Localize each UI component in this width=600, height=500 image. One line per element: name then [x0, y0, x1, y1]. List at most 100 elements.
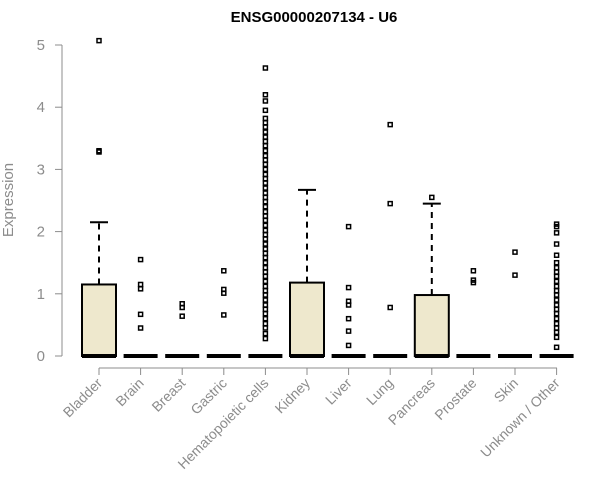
outlier-point [262, 278, 269, 285]
outlier-point [553, 283, 560, 290]
outlier-point [553, 259, 560, 266]
box-group [331, 223, 366, 358]
outlier-point [553, 221, 560, 227]
outlier-point [221, 286, 227, 293]
outlier-point [262, 171, 269, 178]
outlier-point [262, 213, 269, 219]
outlier-point [262, 157, 269, 163]
outlier-point [553, 306, 560, 313]
outlier-point [262, 241, 269, 247]
outlier-point [262, 320, 269, 327]
outlier-point [262, 115, 269, 122]
outlier-point [137, 256, 144, 263]
outlier-point [179, 313, 185, 319]
box-group [123, 256, 158, 358]
outlier-point [262, 227, 269, 234]
outlier-point [553, 325, 560, 331]
outlier-point [512, 272, 518, 278]
outlier-point [262, 330, 269, 337]
outlier-point [553, 297, 560, 303]
y-axis-label: Expression [0, 163, 17, 237]
x-tick-label: Skin [491, 375, 522, 406]
outlier-point [262, 297, 269, 303]
outlier-point [179, 301, 185, 307]
outlier-point [262, 98, 269, 104]
y-axis-ticks: 0 1 2 3 4 5 [37, 37, 62, 365]
box-group [456, 268, 491, 358]
outlier-point [262, 292, 269, 298]
x-tick-label: Liver [322, 375, 355, 408]
outlier-point [262, 231, 269, 238]
outlier-point [137, 286, 144, 292]
outlier-point [262, 134, 269, 140]
outlier-point [262, 217, 269, 224]
x-tick-label: Lung [363, 375, 396, 408]
outlier-point [262, 166, 269, 173]
y-tick-label: 4 [37, 99, 45, 116]
y-tick-label: 0 [37, 348, 45, 365]
outlier-point [262, 236, 269, 242]
outlier-point [262, 287, 269, 294]
y-tick-label: 1 [37, 286, 45, 303]
outlier-point [262, 190, 269, 196]
outlier-point [345, 328, 352, 334]
outlier-point [96, 37, 102, 44]
outlier-point [262, 194, 269, 201]
x-tick-label: Bladder [60, 375, 106, 421]
outlier-point [345, 284, 352, 291]
outlier-point [553, 315, 560, 322]
outlier-point [262, 306, 269, 313]
box [81, 283, 117, 357]
box [413, 294, 450, 358]
outlier-point [262, 185, 269, 191]
outlier-point [262, 335, 269, 342]
outlier-point [553, 310, 560, 317]
outlier-point [553, 252, 560, 258]
box-group [498, 249, 532, 358]
outlier-point [262, 302, 269, 308]
outlier-point [262, 259, 269, 266]
outlier-point [262, 269, 269, 275]
outlier-point [553, 329, 560, 336]
outlier-point [553, 278, 560, 285]
outlier-point [221, 312, 227, 318]
outlier-point [137, 325, 144, 331]
box-group [373, 121, 408, 358]
outlier-point [553, 273, 560, 280]
outlier-point [262, 107, 269, 114]
outlier-point [470, 268, 477, 274]
outlier-point [262, 198, 269, 205]
outlier-point [221, 268, 227, 274]
outlier-point [262, 246, 269, 252]
outlier-point [553, 344, 560, 351]
outlier-point [553, 269, 560, 275]
outlier-point [262, 92, 269, 98]
outlier-point [553, 230, 560, 236]
outlier-point [262, 124, 269, 130]
outlier-point [262, 120, 269, 126]
chart-title: ENSG00000207134 - U6 [231, 9, 398, 26]
box-group [81, 37, 117, 358]
outlier-point [345, 223, 352, 230]
outlier-point [262, 273, 269, 280]
outlier-point [262, 152, 269, 159]
outlier-point [553, 264, 560, 271]
outlier-point [262, 203, 269, 210]
outlier-point [137, 311, 144, 318]
outlier-point [262, 254, 269, 261]
outlier-point [387, 304, 393, 311]
box-group [165, 301, 200, 358]
outlier-point [345, 298, 352, 305]
outlier-point [262, 325, 269, 331]
outlier-point [262, 283, 269, 290]
outlier-point [553, 287, 560, 294]
y-tick-label: 3 [37, 161, 45, 178]
plot-area [81, 37, 574, 358]
y-tick-label: 5 [37, 37, 45, 54]
outlier-point [553, 302, 560, 308]
box-group [539, 221, 574, 358]
outlier-point [262, 250, 269, 257]
